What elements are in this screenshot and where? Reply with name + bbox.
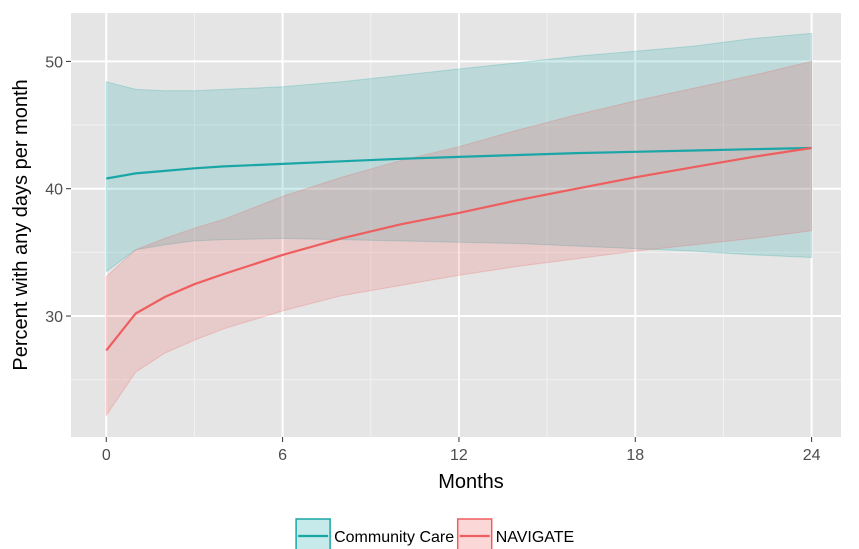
legend-key xyxy=(456,518,493,549)
minor-gridlines xyxy=(71,13,841,437)
community-care-confidence-band xyxy=(105,32,813,273)
legend-key xyxy=(295,518,331,549)
x-axis-label: Months xyxy=(438,471,504,493)
legend-item-community-care: Community Care xyxy=(295,518,454,549)
community-care-line xyxy=(106,146,812,180)
y-axis-label: Percent with any days per month xyxy=(10,79,32,370)
series-lines xyxy=(105,146,812,352)
navigate-confidence-band xyxy=(105,60,813,418)
panel-background xyxy=(71,13,841,437)
x-axis: 0 6 12 18 24 xyxy=(102,437,821,464)
navigate-line xyxy=(105,146,812,352)
legend: Community Care NAVIGATE xyxy=(295,518,575,549)
x-tick-label: 6 xyxy=(278,447,287,464)
x-tick-label: 18 xyxy=(626,447,644,464)
legend-item-navigate: NAVIGATE xyxy=(456,518,575,549)
x-tick-label: 24 xyxy=(803,447,821,464)
confidence-ribbons xyxy=(105,32,813,418)
x-tick-label: 0 xyxy=(102,447,111,464)
y-tick-label: 50 xyxy=(45,54,63,71)
y-tick-label: 40 xyxy=(45,182,63,199)
legend-label: Community Care xyxy=(334,529,454,546)
y-axis: 30 40 50 xyxy=(45,54,71,326)
y-tick-label: 30 xyxy=(45,309,63,326)
major-gridlines xyxy=(71,13,841,437)
x-tick-label: 12 xyxy=(450,447,468,464)
legend-label: NAVIGATE xyxy=(496,529,575,546)
